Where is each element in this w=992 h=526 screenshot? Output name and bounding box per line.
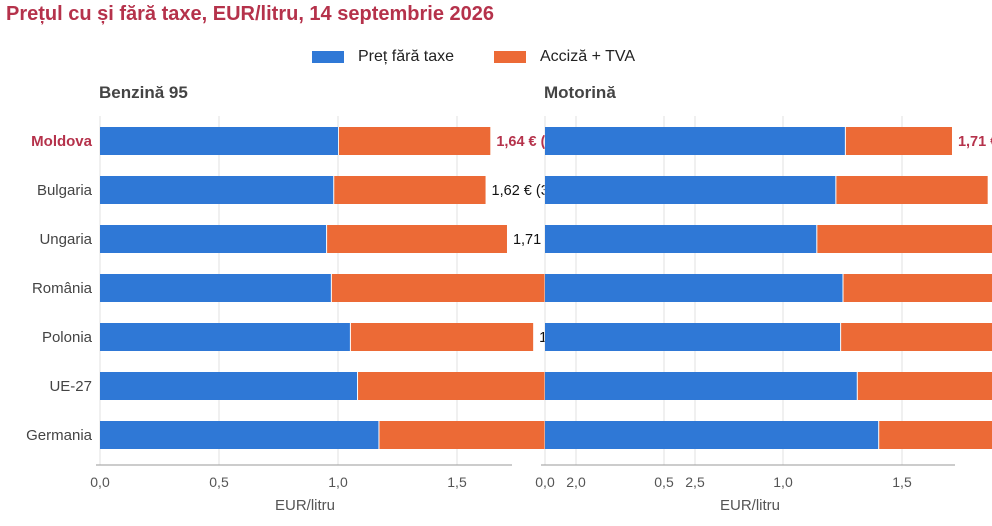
bar-1-1-series-1 <box>836 176 988 204</box>
legend-item-acciza-tva: Acciză + TVA <box>494 45 635 69</box>
bar-0-0-series-1 <box>339 127 491 155</box>
bar-1-2-series-0 <box>545 225 817 253</box>
x-tick-label-0-0: 0,0 <box>90 474 110 490</box>
legend-label-pret: Preț fără taxe <box>358 48 455 65</box>
category-label-4: Polonia <box>42 329 93 346</box>
bar-1-3-series-1 <box>843 274 992 302</box>
bar-1-4-series-0 <box>545 323 841 351</box>
bar-0-3-series-0 <box>100 274 331 302</box>
bar-0-5-series-0 <box>100 372 358 400</box>
bar-1-3-series-0 <box>545 274 843 302</box>
bar-0-6-series-0 <box>100 421 379 449</box>
bar-1-6-series-0 <box>545 421 879 449</box>
bar-1-6-series-1 <box>879 421 992 449</box>
bar-1-1-series-0 <box>545 176 836 204</box>
bar-0-0-series-0 <box>100 127 338 155</box>
bar-0-4-series-1 <box>350 323 534 351</box>
category-label-1: Bulgaria <box>37 182 93 199</box>
bar-1-4-series-1 <box>841 323 992 351</box>
bar-1-2-series-1 <box>817 225 992 253</box>
category-label-0: Moldova <box>31 133 92 150</box>
data-label-1-0: 1,71 € (26% taxe) <box>958 134 992 150</box>
bar-0-1-series-1 <box>334 176 486 204</box>
x-tick-label-1-1: 0,5 <box>654 474 674 490</box>
panel-title-0: Benzină 95 <box>99 83 188 102</box>
chart-title: Prețul cu și fără taxe, EUR/litru, 14 se… <box>6 3 494 25</box>
x-axis-label-1: EUR/litru <box>720 497 780 514</box>
bar-1-0-series-1 <box>845 127 952 155</box>
legend-swatch-pret <box>312 51 344 63</box>
x-tick-label-0-4: 2,0 <box>566 474 586 490</box>
bar-0-4-series-0 <box>100 323 350 351</box>
bar-1-5-series-0 <box>545 372 857 400</box>
x-tick-label-1-3: 1,5 <box>892 474 912 490</box>
legend-swatch-acciza <box>494 51 526 63</box>
legend-label-acciza: Acciză + TVA <box>540 48 635 65</box>
bar-1-0-series-0 <box>545 127 845 155</box>
bar-1-5-series-1 <box>857 372 992 400</box>
bar-0-3-series-1 <box>331 274 550 302</box>
x-axis-label-0: EUR/litru <box>275 497 335 514</box>
x-tick-label-0-2: 1,0 <box>328 474 348 490</box>
bar-0-1-series-0 <box>100 176 334 204</box>
category-label-3: România <box>32 280 93 297</box>
panel-title-1: Motorină <box>544 83 616 102</box>
category-label-2: Ungaria <box>39 231 92 248</box>
x-tick-label-0-5: 2,5 <box>685 474 705 490</box>
category-label-5: UE-27 <box>49 378 92 395</box>
x-tick-label-0-1: 0,5 <box>209 474 229 490</box>
bar-0-2-series-0 <box>100 225 327 253</box>
x-tick-label-1-0: 0,0 <box>535 474 555 490</box>
x-tick-label-0-3: 1,5 <box>447 474 467 490</box>
x-tick-label-1-2: 1,0 <box>773 474 793 490</box>
legend-item-pret-fara-taxe: Preț fără taxe <box>312 45 454 69</box>
category-label-6: Germania <box>26 427 93 444</box>
bar-0-2-series-1 <box>327 225 507 253</box>
